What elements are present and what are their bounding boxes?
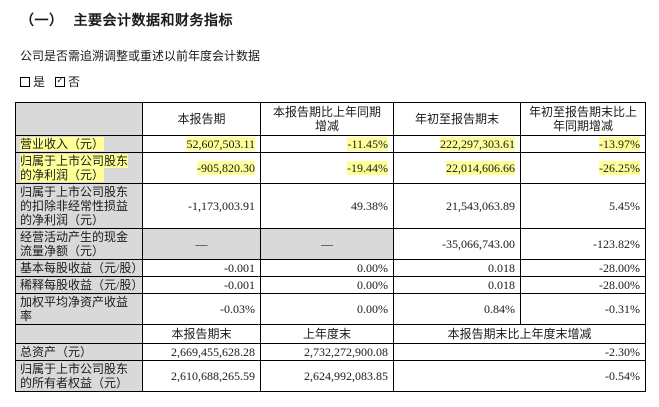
table-row-total-assets: 总资产（元） 2,669,455,628.28 2,732,272,900.08… [15,343,646,361]
value-cell: -11.45% [260,135,394,153]
checkbox-yes-unchecked-icon [20,76,30,87]
value-cell: -1,173,003.91 [142,183,261,229]
row-label: 基本每股收益（元/股） [15,259,143,277]
value-cell: -0.31% [520,293,646,325]
table-row-basic-eps: 基本每股收益（元/股） -0.001 0.00% 0.018 -28.00% [15,259,646,277]
option-no: ✓ 否 [55,73,80,90]
value-cell: -0.001 [142,276,261,294]
header-corner-cell [15,324,143,344]
row-label: 稀释每股收益（元/股） [15,276,143,294]
row-label: 归属于上市公司股东的净利润（元） [15,152,143,184]
option-no-label: 否 [68,75,81,89]
value-cell: -19.44% [260,152,394,184]
section-title: （一） 主要会计数据和财务指标 [20,10,659,30]
value-cell: -2.30% [393,343,646,361]
report-page: （一） 主要会计数据和财务指标 公司是否需追溯调整或重述以前年度会计数据 是 ✓ … [0,10,659,407]
option-yes-label: 是 [33,75,46,89]
value-cell: 222,297,303.61 [393,135,521,153]
value-cell: -0.03% [142,293,261,325]
value-cell: -28.00% [520,259,646,277]
value-cell: -13.97% [520,135,646,153]
table-row-weighted-avg-roe: 加权平均净资产收益率 -0.03% 0.00% 0.84% -0.31% [15,293,646,325]
table-row-net-profit: 归属于上市公司股东的净利润（元） -905,820.30 -19.44% 22,… [15,152,646,184]
header-corner-cell [15,102,143,136]
value-cell: 0.00% [260,259,394,277]
value-cell-dash: — [142,228,261,260]
row-label: 加权平均净资产收益率 [15,293,143,325]
section-number: （一） [20,14,64,29]
header-current-period: 本报告期 [142,102,261,136]
row-label: 营业收入（元） [15,135,143,153]
section-title-text: 主要会计数据和财务指标 [73,14,233,29]
value-cell: 22,014,606.66 [393,152,521,184]
value-cell-dash: — [260,228,394,260]
header-period-end-change: 本报告期末比上年度末增减 [393,324,646,344]
restatement-options: 是 ✓ 否 [20,73,659,90]
row-label: 经营活动产生的现金流量净额（元） [15,228,143,260]
row-label: 归属于上市公司股东的所有者权益（元） [15,360,143,392]
value-cell: -123.82% [520,228,646,260]
value-cell: -0.001 [142,259,261,277]
header-ytd-yoy-change: 年初至报告期末比上年同期增减 [520,102,646,136]
financial-indicators-table: 本报告期 本报告期比上年同期增减 年初至报告期末 年初至报告期末比上年同期增减 … [15,102,646,392]
table-header-row: 本报告期 本报告期比上年同期增减 年初至报告期末 年初至报告期末比上年同期增减 [15,102,646,136]
value-cell: 0.00% [260,293,394,325]
header-yoy-change: 本报告期比上年同期增减 [260,102,394,136]
value-cell: -26.25% [520,152,646,184]
value-cell: -0.54% [393,360,646,392]
value-cell: 49.38% [260,183,394,229]
value-cell: 21,543,063.89 [393,183,521,229]
value-cell: 52,607,503.11 [142,135,261,153]
table-row-owners-equity: 归属于上市公司股东的所有者权益（元） 2,610,688,265.59 2,62… [15,360,646,392]
value-cell: 0.00% [260,276,394,294]
value-cell: 0.018 [393,259,521,277]
header-ytd: 年初至报告期末 [393,102,521,136]
value-cell: -905,820.30 [142,152,261,184]
value-cell: -35,066,743.00 [393,228,521,260]
checkbox-no-checked-icon: ✓ [55,75,66,87]
checkmark-icon: ✓ [56,75,64,86]
period-end-header-row: 本报告期末 上年度末 本报告期末比上年度末增减 [15,324,646,344]
row-label: 归属于上市公司股东的扣除非经常性损益的净利润（元） [15,183,143,229]
value-cell: -28.00% [520,276,646,294]
table-row-operating-cash-flow: 经营活动产生的现金流量净额（元） — — -35,066,743.00 -123… [15,228,646,260]
value-cell: 2,732,272,900.08 [260,343,394,361]
table-row-operating-revenue: 营业收入（元） 52,607,503.11 -11.45% 222,297,30… [15,135,646,153]
restatement-question: 公司是否需追溯调整或重述以前年度会计数据 [20,49,261,63]
option-yes: 是 [20,73,45,90]
value-cell: 2,669,455,628.28 [142,343,261,361]
value-cell: 0.018 [393,276,521,294]
header-period-end: 本报告期末 [142,324,261,344]
value-cell: 2,610,688,265.59 [142,360,261,392]
table-row-diluted-eps: 稀释每股收益（元/股） -0.001 0.00% 0.018 -28.00% [15,276,646,294]
row-label: 总资产（元） [15,343,143,361]
header-prior-year-end: 上年度末 [260,324,394,344]
table-row-net-profit-excl-nonrecurring: 归属于上市公司股东的扣除非经常性损益的净利润（元） -1,173,003.91 … [15,183,646,229]
value-cell: 5.45% [520,183,646,229]
value-cell: 0.84% [393,293,521,325]
value-cell: 2,624,992,083.85 [260,360,394,392]
